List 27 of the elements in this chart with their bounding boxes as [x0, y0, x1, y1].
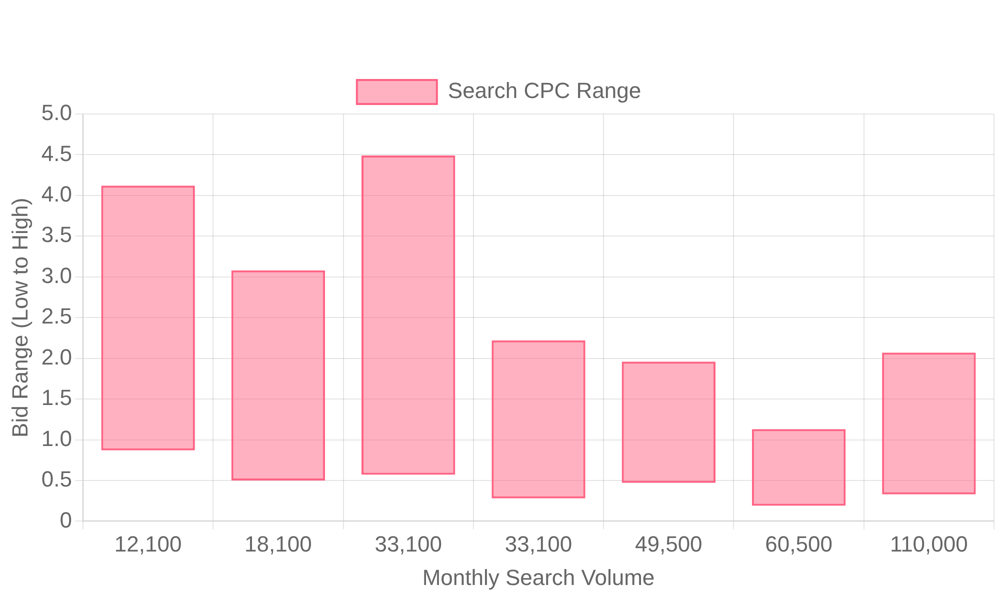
y-axis-title: Bid Range (Low to High): [7, 198, 32, 438]
x-tick-label: 33,100: [374, 531, 442, 556]
x-tick-label: 49,500: [634, 531, 702, 556]
y-tick-label: 2.0: [41, 344, 72, 370]
bar: [622, 362, 716, 483]
x-tick-label: 110,000: [890, 531, 968, 556]
legend-label: Search CPC Range: [448, 78, 642, 104]
x-tick-label: 33,100: [504, 531, 572, 556]
y-tick-label: 5.0: [41, 100, 72, 126]
y-tick-label: 0.5: [41, 466, 72, 492]
bar: [882, 352, 976, 494]
bar: [752, 429, 846, 506]
y-tick-label: 1.0: [41, 426, 72, 451]
bar: [231, 270, 326, 480]
y-tick-label: 4.0: [41, 182, 72, 207]
y-tick-label: 1.5: [41, 385, 72, 410]
bar: [492, 340, 586, 498]
y-tick-label: 3.5: [41, 222, 72, 248]
x-axis-title: Monthly Search Volume: [422, 564, 655, 590]
y-tick-label: 4.5: [41, 140, 72, 166]
bar: [361, 156, 456, 475]
x-tick-label: 18,100: [244, 531, 312, 556]
x-tick-label: 60,500: [765, 531, 832, 556]
y-tick-label: 2.5: [41, 304, 72, 329]
y-tick-label: 0: [60, 507, 72, 532]
x-tick-label: 12,100: [114, 531, 182, 556]
y-tick-label: 3.0: [41, 262, 72, 288]
